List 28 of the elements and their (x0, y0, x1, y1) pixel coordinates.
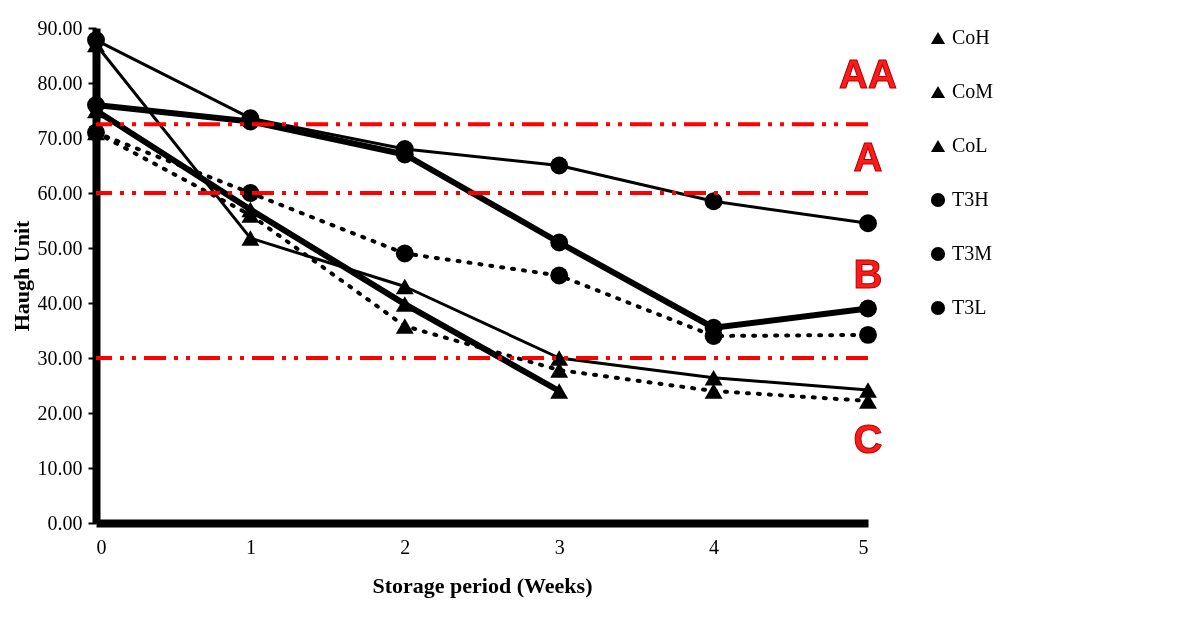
y-tick-label: 20.00 (37, 401, 83, 424)
y-tick-label: 10.00 (37, 456, 83, 479)
x-tick-label: 2 (400, 535, 411, 558)
y-tick-label: 70.00 (37, 126, 83, 149)
annotation: A (853, 134, 883, 179)
y-tick-label: 80.00 (37, 71, 83, 94)
legend-label: T3H (952, 188, 989, 210)
annotation: B (853, 251, 883, 296)
x-tick-label: 5 (858, 535, 869, 558)
x-tick-label: 4 (709, 535, 720, 558)
y-tick-label: 30.00 (37, 346, 83, 369)
y-axis-title: Haugh Unit (8, 220, 34, 332)
y-tick-label: 90.00 (37, 16, 83, 39)
annotation: C (853, 416, 883, 461)
x-axis-title: Storage period (Weeks) (372, 572, 593, 598)
x-tick-label: 0 (96, 535, 107, 558)
legend-label: CoM (952, 80, 994, 102)
legend-label: CoL (952, 134, 988, 156)
legend-label: CoH (952, 26, 990, 48)
legend-label: T3M (952, 242, 993, 264)
legend-label: T3L (952, 296, 987, 318)
annotation: AA (839, 52, 897, 97)
y-tick-label: 40.00 (37, 291, 83, 314)
y-tick-label: 0.00 (47, 511, 83, 534)
x-tick-label: 1 (245, 535, 256, 558)
y-tick-label: 50.00 (37, 236, 83, 259)
y-tick-label: 60.00 (37, 181, 83, 204)
x-tick-label: 3 (554, 535, 565, 558)
